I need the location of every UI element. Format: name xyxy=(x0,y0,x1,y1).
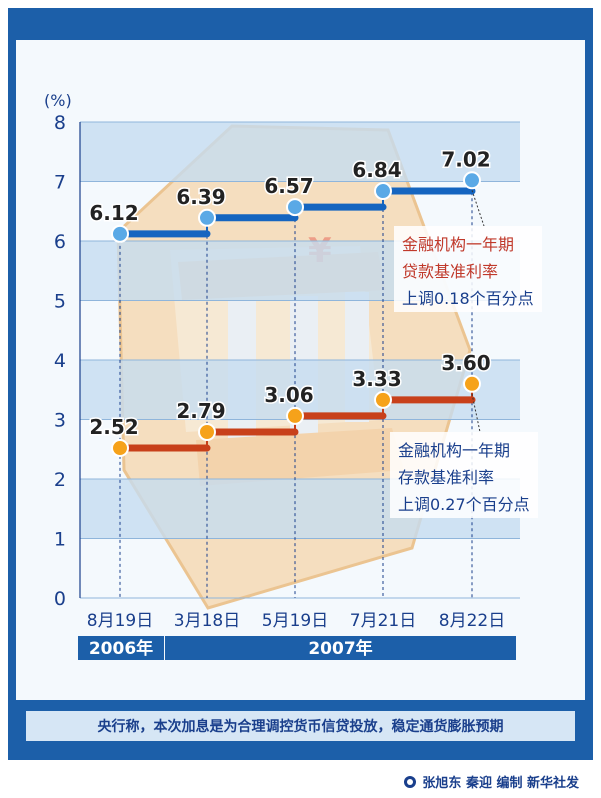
data-label: 3.33 xyxy=(352,367,401,391)
year-label: 2006年 xyxy=(89,638,153,659)
data-point xyxy=(374,182,392,201)
data-label: 6.39 xyxy=(176,185,225,209)
annotation-pointer xyxy=(471,393,481,433)
deposit-rate-series: 2.52 2.79 3.06 3.33 3.60 xyxy=(88,349,492,458)
annotation-line: 上调0.18个百分点 xyxy=(402,289,534,308)
caption-text: 央行称，本次加息是为合理调控货币信贷投放，稳定通货膨胀预期 xyxy=(97,719,504,735)
data-point xyxy=(374,390,392,409)
year-label: 2007年 xyxy=(308,638,372,659)
annotation-box xyxy=(390,432,538,518)
x-tick-label: 8月19日 xyxy=(87,611,153,631)
data-label: 6.12 xyxy=(89,201,138,225)
data-point xyxy=(463,171,481,190)
y-tick-label: 2 xyxy=(54,469,66,491)
data-point xyxy=(286,406,304,425)
annotation-line: 金融机构一年期 xyxy=(402,235,514,254)
grid-band xyxy=(80,122,520,182)
x-tick-label: 8月22日 xyxy=(439,611,505,631)
loan-rate-series: 6.12 6.39 6.57 6.84 7.02 xyxy=(88,146,492,243)
y-tick-label: 1 xyxy=(54,529,66,551)
data-label: 6.57 xyxy=(264,174,313,198)
data-point xyxy=(111,224,129,243)
data-label: 2.79 xyxy=(176,399,225,423)
y-tick-label: 4 xyxy=(54,350,66,372)
annotation-line: 金融机构一年期 xyxy=(398,441,510,460)
data-label: 6.84 xyxy=(352,158,401,182)
y-tick-label: 7 xyxy=(54,172,66,194)
data-label: 3.06 xyxy=(264,383,313,407)
x-tick-label: 3月18日 xyxy=(174,611,240,631)
x-tick-label: 5月19日 xyxy=(262,611,328,631)
credit-line: 张旭东 秦迎 编制 新华社发 xyxy=(404,772,579,791)
year-bar xyxy=(78,636,164,660)
data-label: 2.52 xyxy=(89,415,138,439)
data-label: 3.60 xyxy=(441,351,490,375)
data-label: 7.02 xyxy=(441,147,490,171)
annotation-pointer xyxy=(471,190,485,227)
y-tick-label: 6 xyxy=(54,231,66,253)
y-tick-label: 5 xyxy=(54,291,66,313)
caption-bar: 央行称，本次加息是为合理调控货币信贷投放，稳定通货膨胀预期 xyxy=(26,711,575,741)
year-bar xyxy=(165,636,516,660)
x-tick-label: 7月21日 xyxy=(350,611,416,631)
annotation-box xyxy=(394,226,542,312)
data-point xyxy=(198,422,216,441)
data-point xyxy=(286,198,304,217)
annotation-line: 上调0.27个百分点 xyxy=(398,495,530,514)
annotation-line: 贷款基准利率 xyxy=(402,262,498,281)
y-unit-label: (%) xyxy=(44,91,72,110)
y-tick-label: 3 xyxy=(54,410,66,432)
xinhua-logo-icon xyxy=(404,775,417,788)
credit-text: 张旭东 秦迎 编制 新华社发 xyxy=(422,776,579,791)
annotation-line: 存款基准利率 xyxy=(398,468,494,487)
data-point xyxy=(463,374,481,393)
y-tick-label: 8 xyxy=(54,112,66,134)
data-point xyxy=(198,208,216,227)
data-point xyxy=(111,439,129,458)
y-tick-label: 0 xyxy=(54,588,66,610)
